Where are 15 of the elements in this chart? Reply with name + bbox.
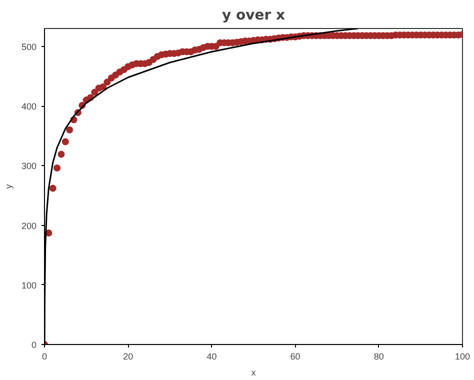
y-tick-label: 100 [21, 280, 37, 290]
chart-title: y over x [222, 8, 286, 24]
y-tick-label: 500 [21, 42, 37, 52]
x-tick-label: 60 [290, 352, 300, 362]
y-tick-label: 400 [21, 102, 37, 112]
y-tick-label: 200 [21, 220, 37, 231]
x-tick-label: 100 [454, 352, 470, 362]
x-tick-label: 40 [206, 352, 217, 362]
x-axis-title: x [251, 368, 256, 378]
y-tick-label: 300 [21, 161, 37, 172]
x-tick-label: 20 [123, 352, 134, 362]
y-axis-title: y [3, 184, 14, 189]
x-tick-label: 0 [42, 352, 48, 362]
y-tick-label: 0 [31, 340, 37, 350]
x-tick-label: 80 [374, 352, 384, 362]
